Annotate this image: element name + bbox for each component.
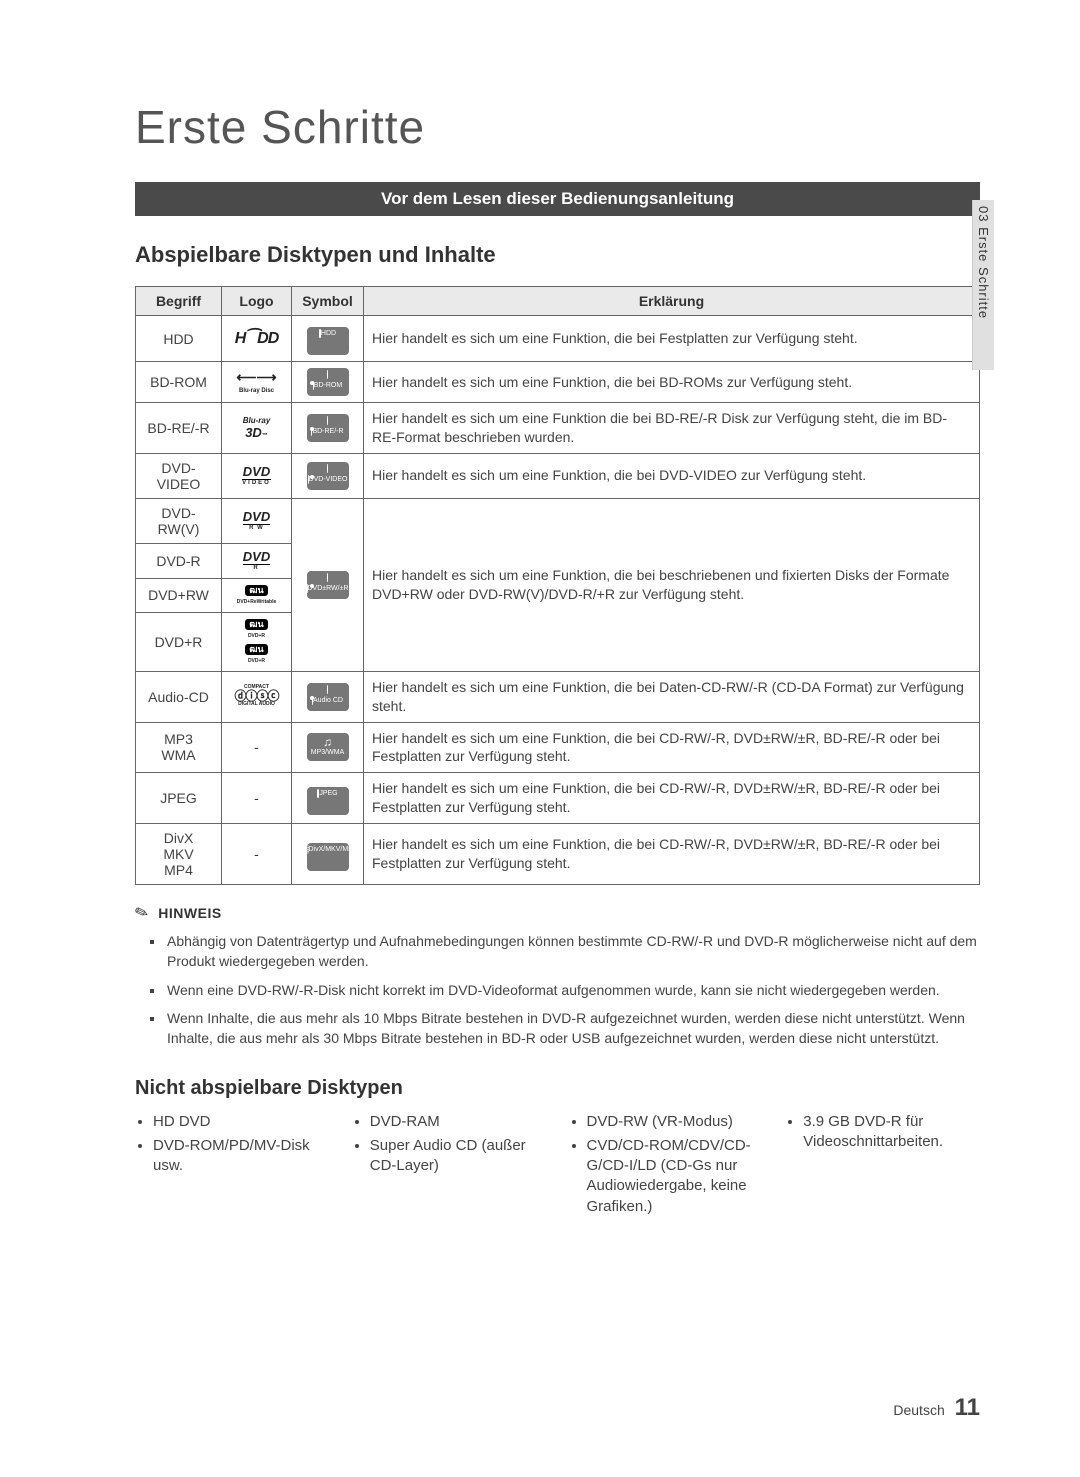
cell-desc: Hier handelt es sich um eine Funktion, d… (364, 498, 980, 671)
note-icon: ✎ (132, 901, 151, 924)
cell-term: Audio-CD (136, 671, 222, 722)
list-item: Super Audio CD (außer CD-Layer) (370, 1136, 547, 1177)
list-item: HD DVD (153, 1112, 330, 1132)
table-row: HDD H⁀DD HDD Hier handelt es sich um ein… (136, 316, 980, 362)
h3-unplayable: Nicht abspielbare Disktypen (135, 1077, 980, 1100)
cell-logo: COMPACTⓓⓘⓢⓒDIGITAL AUDIO (222, 671, 292, 722)
bdrom-icon: BD-ROM (307, 368, 349, 396)
cell-desc: Hier handelt es sich um eine Funktion, d… (364, 773, 980, 824)
cell-symbol: Audio CD (292, 671, 364, 722)
cell-term: JPEG (136, 773, 222, 824)
cell-desc: Hier handelt es sich um eine Funktion di… (364, 403, 980, 454)
cell-symbol: DVD-VIDEO (292, 453, 364, 498)
dvdrw-icon: DVD±RW/±R (307, 571, 349, 599)
section-bar: Vor dem Lesen dieser Bedienungsanleitung (135, 182, 980, 216)
cell-logo: ฒนDVD+RฒนDVD+R (222, 612, 292, 671)
table-row: DVD-RW(V) DVDR W DVD±RW/±R Hier handelt … (136, 498, 980, 543)
cell-logo: - (222, 722, 292, 773)
cell-symbol: DVD±RW/±R (292, 498, 364, 671)
table-row: DivX MKV MP4 - DivX/MKV/MP4 Hier handelt… (136, 824, 980, 885)
table-row: DVD-VIDEO DVDVIDEO DVD-VIDEO Hier handel… (136, 453, 980, 498)
cell-symbol: DivX/MKV/MP4 (292, 824, 364, 885)
cell-term: DivX MKV MP4 (136, 824, 222, 885)
cell-symbol: BD-RE/-R (292, 403, 364, 454)
th-logo: Logo (222, 287, 292, 316)
unplayable-columns: HD DVD DVD-ROM/PD/MV-Disk usw. DVD-RAM S… (135, 1112, 980, 1221)
th-term: Begriff (136, 287, 222, 316)
list-item: 3.9 GB DVD-R für Videoschnittarbeiten. (803, 1112, 980, 1153)
cell-logo: Blu-ray3D™ (222, 403, 292, 454)
note-item: Abhängig von Datenträgertyp und Aufnahme… (165, 931, 980, 972)
cell-term: BD-ROM (136, 362, 222, 403)
list-item: DVD-RAM (370, 1112, 547, 1132)
th-desc: Erklärung (364, 287, 980, 316)
cell-logo: DVDVIDEO (222, 453, 292, 498)
cell-term: HDD (136, 316, 222, 362)
cell-desc: Hier handelt es sich um eine Funktion, d… (364, 671, 980, 722)
cell-term: MP3 WMA (136, 722, 222, 773)
cell-logo: DVDR W (222, 498, 292, 543)
footer-lang: Deutsch (893, 1402, 944, 1418)
page-title: Erste Schritte (135, 100, 980, 154)
table-row: BD-RE/-R Blu-ray3D™ BD-RE/-R Hier handel… (136, 403, 980, 454)
disc-types-table: Begriff Logo Symbol Erklärung HDD H⁀DD H… (135, 286, 980, 885)
footer-page: 11 (955, 1394, 980, 1421)
cell-logo: DVDR (222, 543, 292, 578)
cell-logo: - (222, 773, 292, 824)
sub-heading: Abspielbare Disktypen und Inhalte (135, 242, 980, 268)
list-item: DVD-ROM/PD/MV-Disk usw. (153, 1136, 330, 1177)
mp3-icon: ♫MP3/WMA (307, 733, 349, 761)
bdre-icon: BD-RE/-R (307, 414, 349, 442)
cell-symbol: JPEG (292, 773, 364, 824)
cell-logo: - (222, 824, 292, 885)
cell-logo: ฒนDVD+ReWritable (222, 578, 292, 612)
list-item: DVD-RW (VR-Modus) (587, 1112, 764, 1132)
hdd-icon: HDD (307, 327, 349, 355)
cell-symbol: ♫MP3/WMA (292, 722, 364, 773)
cell-desc: Hier handelt es sich um eine Funktion, d… (364, 824, 980, 885)
cell-term: DVD-R (136, 543, 222, 578)
th-symbol: Symbol (292, 287, 364, 316)
page-footer: Deutsch 11 (893, 1394, 980, 1422)
cell-term: DVD-VIDEO (136, 453, 222, 498)
divx-icon: DivX/MKV/MP4 (307, 843, 349, 871)
note-block: ✎ HINWEIS Abhängig von Datenträgertyp un… (135, 903, 980, 1048)
table-row: BD-ROM ⟵⟶Blu-ray Disc BD-ROM Hier handel… (136, 362, 980, 403)
cell-desc: Hier handelt es sich um eine Funktion, d… (364, 722, 980, 773)
table-row: JPEG - JPEG Hier handelt es sich um eine… (136, 773, 980, 824)
note-item: Wenn eine DVD-RW/-R-Disk nicht korrekt i… (165, 980, 980, 1000)
note-item: Wenn Inhalte, die aus mehr als 10 Mbps B… (165, 1008, 980, 1049)
dvdvideo-icon: DVD-VIDEO (307, 462, 349, 490)
audiocd-icon: Audio CD (307, 683, 349, 711)
list-item: CVD/CD-ROM/CDV/CD-G/CD-I/LD (CD-Gs nur A… (587, 1136, 764, 1217)
cell-symbol: BD-ROM (292, 362, 364, 403)
cell-logo: ⟵⟶Blu-ray Disc (222, 362, 292, 403)
cell-desc: Hier handelt es sich um eine Funktion, d… (364, 316, 980, 362)
table-row: MP3 WMA - ♫MP3/WMA Hier handelt es sich … (136, 722, 980, 773)
side-tab-label: 03 Erste Schritte (976, 206, 991, 319)
note-label: HINWEIS (158, 905, 221, 921)
cell-term: DVD+R (136, 612, 222, 671)
cell-symbol: HDD (292, 316, 364, 362)
cell-desc: Hier handelt es sich um eine Funktion, d… (364, 453, 980, 498)
jpeg-icon: JPEG (307, 787, 349, 815)
cell-term: DVD-RW(V) (136, 498, 222, 543)
cell-term: DVD+RW (136, 578, 222, 612)
cell-logo: H⁀DD (222, 316, 292, 362)
cell-term: BD-RE/-R (136, 403, 222, 454)
cell-desc: Hier handelt es sich um eine Funktion, d… (364, 362, 980, 403)
note-list: Abhängig von Datenträgertyp und Aufnahme… (165, 931, 980, 1048)
table-row: Audio-CD COMPACTⓓⓘⓢⓒDIGITAL AUDIO Audio … (136, 671, 980, 722)
